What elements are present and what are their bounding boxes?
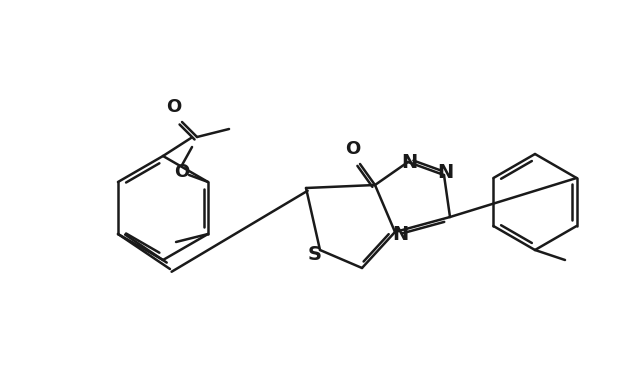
Text: N: N — [392, 225, 408, 244]
Text: O: O — [346, 140, 360, 158]
Text: S: S — [308, 245, 322, 264]
Text: N: N — [437, 163, 453, 182]
Text: O: O — [166, 98, 182, 116]
Text: O: O — [175, 163, 189, 181]
Text: N: N — [401, 152, 417, 171]
